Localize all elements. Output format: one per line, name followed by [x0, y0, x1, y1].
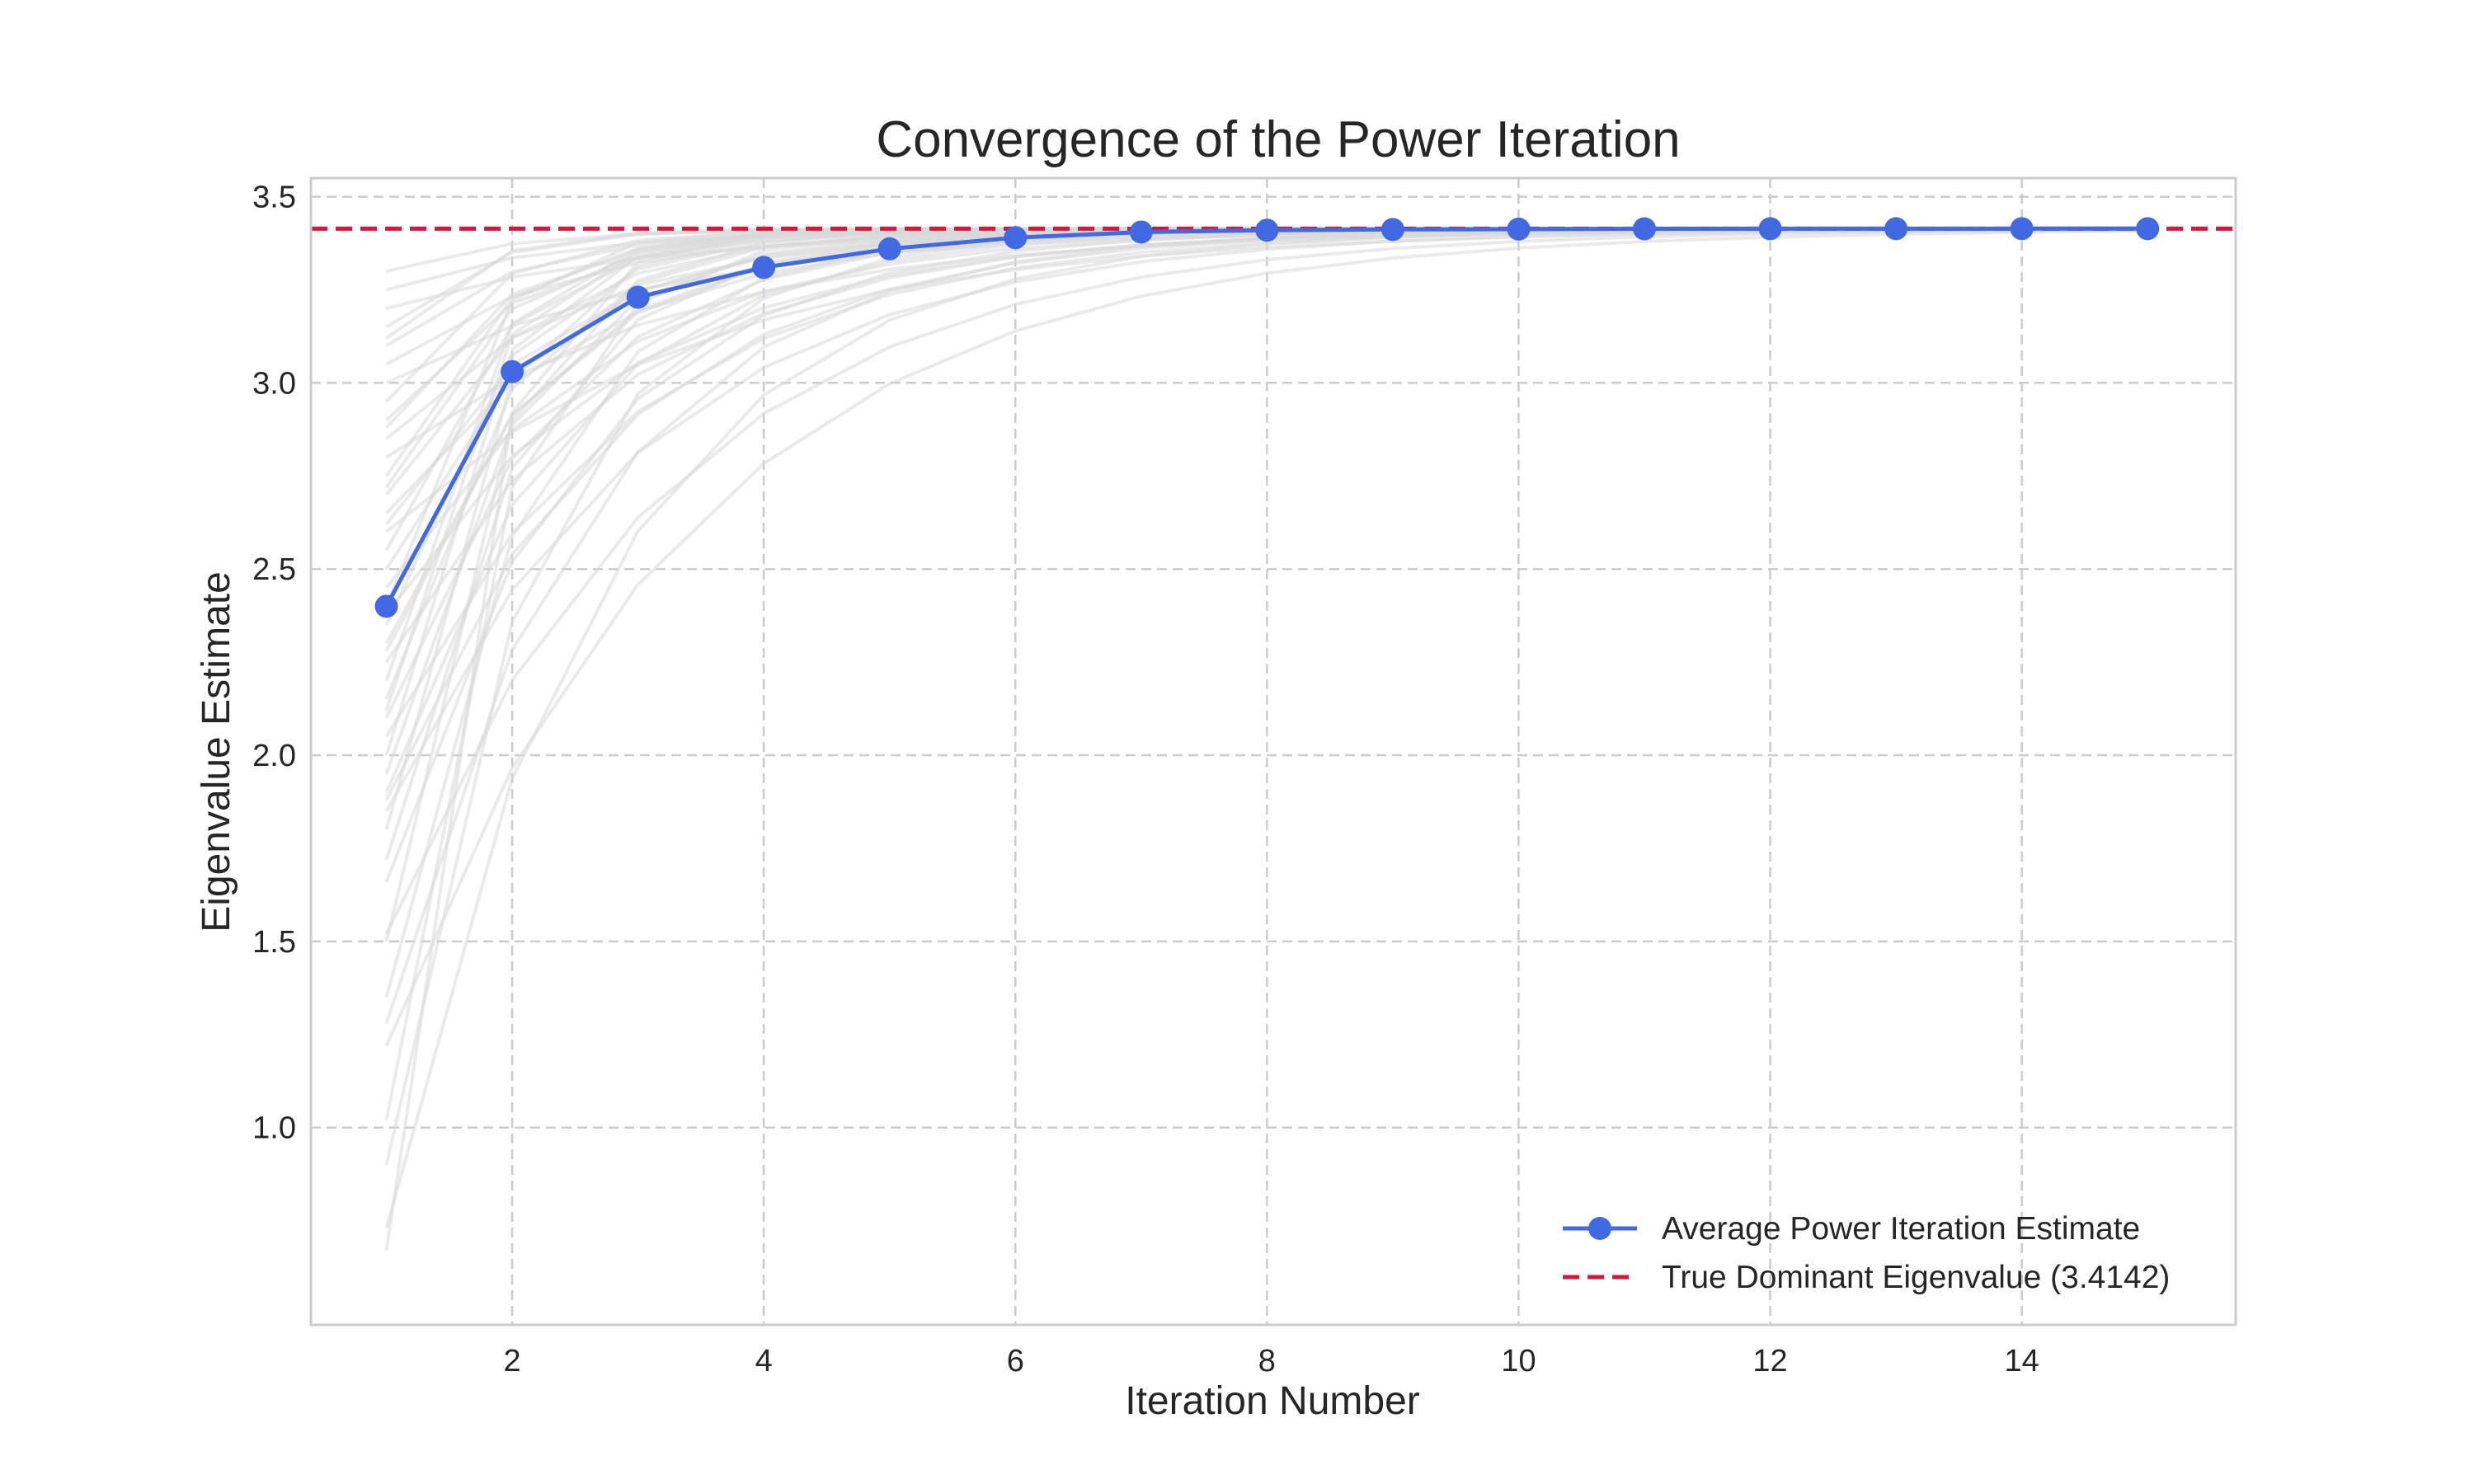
average-estimate-point [1884, 217, 1908, 241]
x-tick-label: 6 [1007, 1344, 1024, 1378]
average-estimate-point [1758, 217, 1782, 241]
y-tick-label: 1.0 [252, 1111, 296, 1146]
y-tick-label: 2.0 [252, 739, 296, 773]
trial-line [384, 229, 2148, 1047]
x-tick-label: 2 [504, 1344, 521, 1378]
x-tick-label: 14 [2005, 1344, 2039, 1378]
average-estimate-point [1129, 220, 1153, 244]
x-axis-label: Iteration Number [1125, 1379, 1420, 1423]
average-estimate-point [374, 594, 398, 618]
plot-frame [309, 176, 2237, 1327]
legend: Average Power Iteration Estimate True Do… [1563, 1211, 2170, 1295]
legend-swatch-average-marker [1588, 1217, 1611, 1240]
average-estimate-point [752, 256, 776, 279]
y-tick-label: 2.5 [252, 552, 296, 587]
legend-label-true-value: True Dominant Eigenvalue (3.4142) [1662, 1260, 2170, 1295]
average-estimate-point [1380, 218, 1404, 242]
x-tick-label: 10 [1501, 1344, 1536, 1378]
average-estimate-point [877, 237, 901, 261]
y-tick-label: 3.5 [252, 181, 296, 215]
average-estimate-point [501, 359, 524, 383]
x-tick-label: 4 [755, 1344, 773, 1378]
average-estimate-point [1633, 217, 1657, 241]
series-layer [311, 217, 2236, 618]
y-axis-ticks: 1.0 1.5 2.0 2.5 3.0 3.5 [252, 181, 296, 1146]
average-estimate-point [2136, 217, 2160, 241]
x-tick-label: 12 [1752, 1344, 1787, 1378]
legend-label-average: Average Power Iteration Estimate [1662, 1211, 2140, 1247]
x-tick-label: 8 [1258, 1344, 1276, 1378]
average-estimate-point [1004, 226, 1028, 250]
average-estimate-point [1507, 217, 1531, 241]
average-estimate-point [626, 285, 650, 309]
x-axis-ticks: 2 4 6 8 10 12 14 [504, 1344, 2039, 1378]
y-tick-label: 3.0 [252, 366, 296, 401]
chart-title: Convergence of the Power Iteration [876, 111, 1680, 168]
y-tick-label: 1.5 [252, 925, 296, 960]
average-estimate-point [2010, 217, 2034, 241]
average-estimate-point [1255, 218, 1279, 242]
grid-lines [311, 178, 2236, 1325]
y-axis-label: Eigenvalue Estimate [195, 571, 238, 932]
